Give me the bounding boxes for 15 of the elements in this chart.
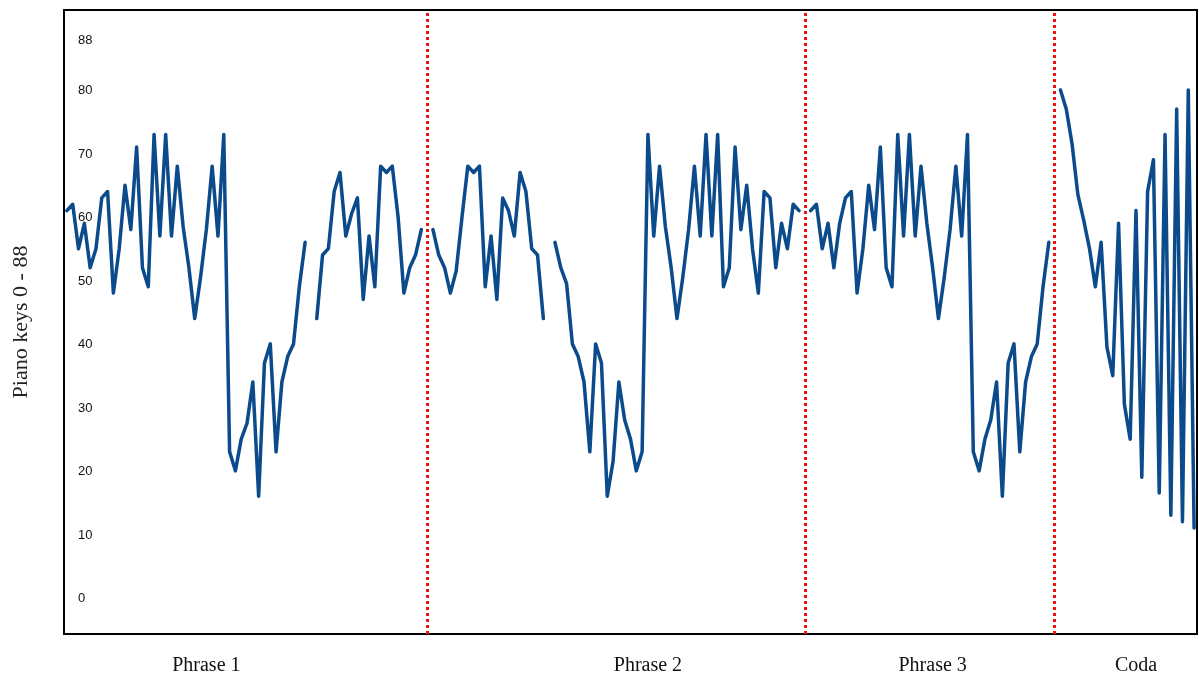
y-tick-label: 70 (78, 145, 93, 161)
y-tick-label: 50 (78, 272, 93, 288)
y-tick-label: 88 (78, 31, 93, 47)
y-tick-label: 80 (78, 82, 93, 98)
y-tick-label: 60 (78, 209, 93, 225)
y-tick-label: 20 (78, 463, 93, 479)
x-tick-label: Phrase 1 (172, 653, 241, 675)
y-axis-title: Piano keys 0 - 88 (6, 245, 32, 399)
y-tick-label: 30 (78, 399, 93, 415)
y-tick-label: 0 (78, 590, 86, 606)
x-tick-label: Phrase 3 (898, 653, 967, 675)
y-tick-label: 10 (78, 526, 93, 542)
x-tick-label: Phrase 2 (613, 653, 683, 675)
y-tick-label: 40 (78, 336, 93, 352)
x-tick-label: Coda (1114, 653, 1158, 675)
